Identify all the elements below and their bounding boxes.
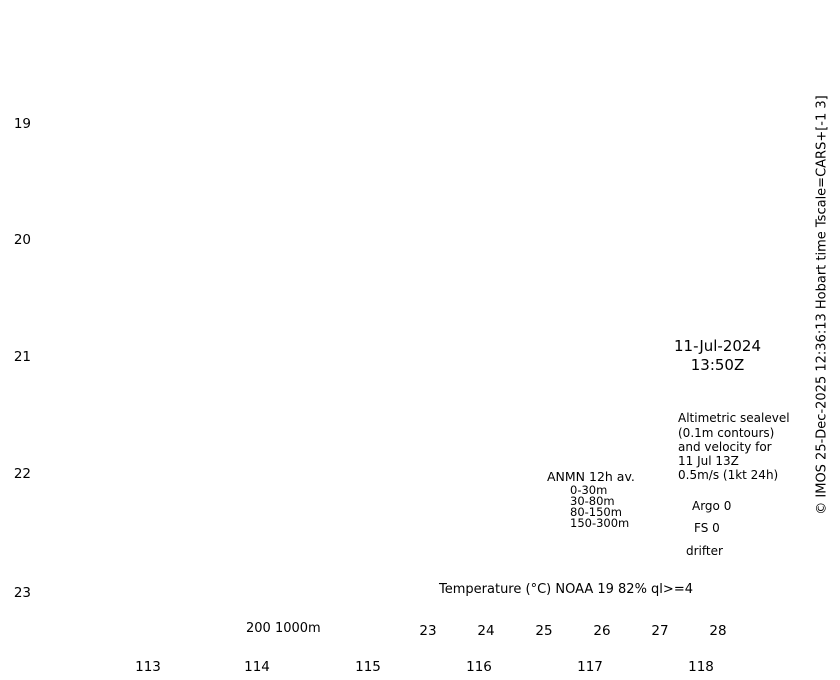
x-axis-label-113: 113	[135, 659, 161, 675]
x-axis-label-115: 115	[355, 659, 381, 675]
colorbar-tick-23: 23	[419, 623, 437, 639]
drifter-legend-label: drifter	[686, 544, 723, 558]
colorbar-tick-28: 28	[709, 623, 727, 639]
anmn-legend-title: ANMN 12h av.	[547, 469, 635, 484]
y-axis-label-22: 22	[13, 466, 31, 482]
argo-legend-label: Argo 0	[692, 499, 732, 513]
map-time: 13:50Z	[690, 356, 745, 374]
anmn-legend-label-80-150m: 80-150m	[570, 505, 622, 519]
map-date: 11-Jul-2024	[673, 337, 762, 355]
altimetric-note-line: (0.1m contours)	[678, 426, 775, 440]
altimetric-note-line: Altimetric sealevel	[678, 411, 790, 425]
y-axis-label-21: 21	[13, 349, 31, 365]
colorbar-tick-24: 24	[477, 623, 495, 639]
altimetric-note-line: and velocity for	[678, 440, 772, 454]
y-axis-label-19: 19	[13, 116, 31, 132]
depth-scalebar-label: 200 1000m	[246, 621, 321, 636]
x-axis-label-116: 116	[466, 659, 492, 675]
y-axis-label-20: 20	[13, 232, 31, 248]
colorbar-tick-27: 27	[651, 623, 669, 639]
x-axis-label-117: 117	[577, 659, 603, 675]
colorbar-title: Temperature (°C) NOAA 19 82% ql>=4	[439, 582, 693, 597]
anmn-legend-label-30-80m: 30-80m	[570, 494, 615, 508]
altimetric-note-line: 11 Jul 13Z	[678, 454, 739, 468]
x-axis-label-114: 114	[244, 659, 270, 675]
x-axis-label-118: 118	[688, 659, 714, 675]
altimetric-note-line: 0.5m/s (1kt 24h)	[678, 468, 779, 482]
y-axis-label-23: 23	[13, 585, 31, 601]
anmn-legend-label-150-300m: 150-300m	[570, 516, 630, 530]
imos-credit-text: © IMOS 25-Dec-2025 12:36:13 Hobart time …	[814, 95, 830, 515]
fs-legend-label: FS 0	[694, 521, 720, 535]
colorbar-tick-25: 25	[535, 623, 553, 639]
colorbar-tick-26: 26	[593, 623, 611, 639]
anmn-legend-label-0-30m: 0-30m	[570, 483, 608, 497]
